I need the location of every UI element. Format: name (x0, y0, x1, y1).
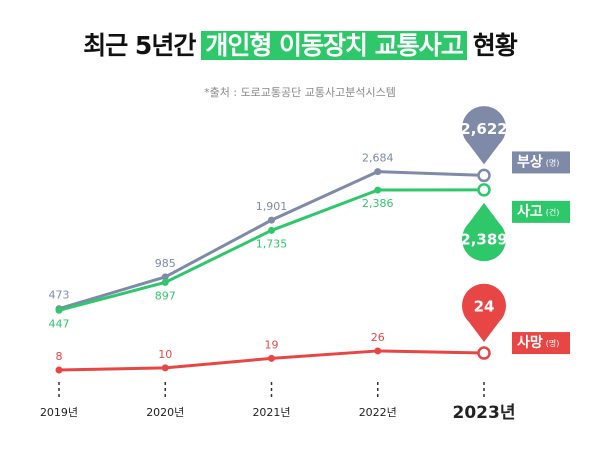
point (161, 278, 169, 286)
title-highlight: 개인형 이동장치 교통사고 (201, 31, 467, 60)
legend-box (512, 332, 570, 355)
legend-unit: (건) (546, 206, 560, 216)
legend-label: 사망 (명) (517, 334, 559, 351)
callout-label: 2,622 (460, 120, 507, 138)
value-label: 1,735 (256, 237, 288, 250)
value-label: 447 (49, 317, 70, 330)
title-part: 최근 5년간 (83, 31, 196, 60)
point (374, 168, 382, 176)
point (268, 216, 275, 224)
point (161, 273, 169, 281)
legend-unit: (명) (546, 157, 560, 167)
point (161, 364, 169, 372)
value-label: 8 (56, 350, 63, 363)
point (268, 354, 275, 362)
point (55, 366, 63, 374)
legend-label: 사고 (건) (517, 204, 559, 220)
value-label: 473 (49, 289, 70, 302)
legend-name: 사망 (517, 334, 543, 351)
x-tick-label: 2020년 (146, 406, 184, 419)
point (374, 186, 382, 194)
x-tick-label: 2022년 (359, 406, 397, 419)
end-point (477, 346, 491, 360)
value-label: 897 (155, 289, 176, 302)
callout-pin (462, 202, 506, 262)
source: *출처 : 도로교통공단 교통사고분석시스템 (204, 86, 396, 99)
legend-unit: (명) (546, 338, 560, 348)
point (268, 226, 275, 234)
legend-name: 부상 (517, 154, 543, 170)
value-label: 985 (155, 257, 176, 270)
value-label: 2,684 (362, 152, 394, 165)
end-point (477, 168, 491, 183)
callout-pin (461, 283, 506, 343)
callout-label: 2,389 (460, 230, 507, 248)
value-label: 10 (158, 348, 172, 361)
legend-box (512, 151, 570, 174)
value-label: 19 (265, 338, 279, 351)
point (55, 306, 63, 314)
value-label: 1,901 (256, 200, 288, 213)
legend-box (512, 200, 570, 223)
point (374, 347, 382, 355)
value-label: 2,386 (362, 197, 394, 210)
callout-pin (461, 106, 506, 165)
x-tick-label: 2021년 (252, 406, 290, 419)
legend-name: 사고 (517, 204, 543, 220)
legend-label: 부상 (명) (517, 154, 559, 170)
end-point (477, 183, 491, 197)
value-label: 26 (371, 331, 385, 344)
title: 최근 5년간 개인형 이동장치 교통사고 현황 (0, 26, 600, 62)
x-tick-label: 2023년 (453, 403, 516, 423)
title-part: 현황 (472, 31, 518, 60)
callout-label: 24 (474, 298, 495, 316)
x-tick-label: 2019년 (40, 406, 78, 419)
